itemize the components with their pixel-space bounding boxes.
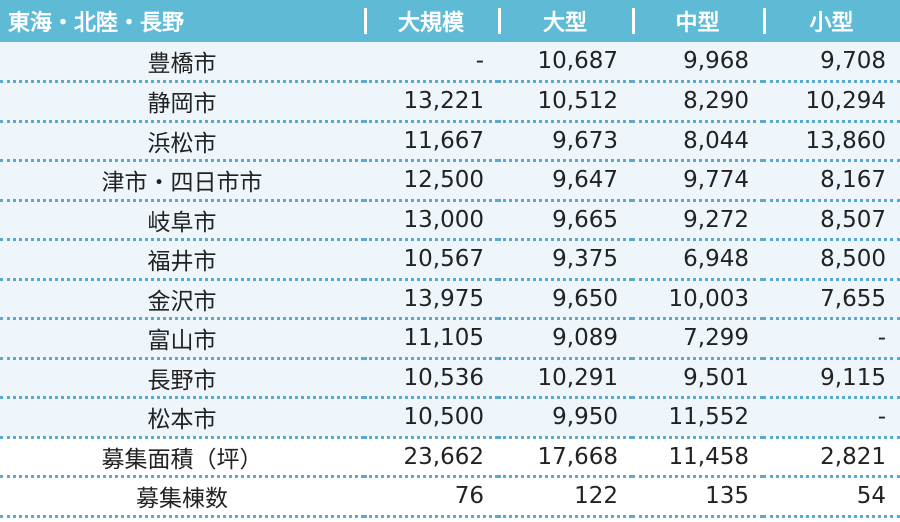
table-row: 静岡市 13,221 10,512 8,290 10,294: [0, 81, 900, 123]
cell-large: 10,687: [498, 42, 632, 83]
cell-large: 9,650: [498, 279, 632, 320]
cell-small: 9,708: [763, 42, 900, 83]
cell-small: 2,821: [763, 437, 900, 478]
row-label: 松本市: [0, 397, 364, 439]
table-row: 富山市 11,105 9,089 7,299 -: [0, 318, 900, 360]
table-row: 浜松市 11,667 9,673 8,044 13,860: [0, 121, 900, 162]
row-label: 浜松市: [0, 121, 364, 162]
cell-large-scale: 11,105: [364, 318, 498, 360]
row-label: 岐阜市: [0, 200, 364, 241]
cell-large-scale: 23,662: [364, 437, 498, 478]
cell-medium: 135: [632, 476, 763, 518]
cell-small: 8,500: [763, 239, 900, 281]
table-row: 津市・四日市市 12,500 9,647 9,774 8,167: [0, 160, 900, 202]
cell-large-scale: 13,221: [364, 81, 498, 123]
cell-large-scale: -: [364, 42, 498, 83]
cell-large: 9,089: [498, 318, 632, 360]
cell-small: 13,860: [763, 121, 900, 162]
cell-large: 10,512: [498, 81, 632, 123]
cell-large: 9,673: [498, 121, 632, 162]
cell-medium: 9,774: [632, 160, 763, 202]
cell-large: 9,665: [498, 200, 632, 241]
table-row: 福井市 10,567 9,375 6,948 8,500: [0, 239, 900, 281]
cell-large-scale: 11,667: [364, 121, 498, 162]
table-body: 豊橋市 - 10,687 9,968 9,708 静岡市 13,221 10,5…: [0, 42, 900, 518]
cell-medium: 8,044: [632, 121, 763, 162]
cell-large-scale: 10,567: [364, 239, 498, 281]
table-row: 長野市 10,536 10,291 9,501 9,115: [0, 358, 900, 399]
table-row: 豊橋市 - 10,687 9,968 9,708: [0, 42, 900, 83]
cell-small: 8,507: [763, 200, 900, 241]
cell-large-scale: 10,500: [364, 397, 498, 439]
cell-large-scale: 13,000: [364, 200, 498, 241]
row-label: 津市・四日市市: [0, 160, 364, 202]
cell-medium: 8,290: [632, 81, 763, 123]
row-label: 募集面積（坪）: [0, 437, 364, 478]
cell-large: 9,950: [498, 397, 632, 439]
table-row-building-count: 募集棟数 76 122 135 54: [0, 476, 900, 518]
table-row: 松本市 10,500 9,950 11,552 -: [0, 397, 900, 439]
cell-large: 10,291: [498, 358, 632, 399]
cell-small: 9,115: [763, 358, 900, 399]
cell-small: 10,294: [763, 81, 900, 123]
cell-large: 17,668: [498, 437, 632, 478]
row-label: 富山市: [0, 318, 364, 360]
table-header: 東海・北陸・長野 大規模 大型 中型 小型: [0, 0, 900, 42]
cell-medium: 6,948: [632, 239, 763, 281]
header-row: 東海・北陸・長野 大規模 大型 中型 小型: [0, 0, 900, 42]
cell-medium: 11,552: [632, 397, 763, 439]
row-label: 豊橋市: [0, 42, 364, 83]
cell-medium: 9,968: [632, 42, 763, 83]
row-label: 金沢市: [0, 279, 364, 320]
cell-medium: 7,299: [632, 318, 763, 360]
table-row: 岐阜市 13,000 9,665 9,272 8,507: [0, 200, 900, 241]
table-row-area-total: 募集面積（坪） 23,662 17,668 11,458 2,821: [0, 437, 900, 478]
cell-large-scale: 13,975: [364, 279, 498, 320]
cell-small: -: [763, 318, 900, 360]
row-label: 長野市: [0, 358, 364, 399]
cell-large: 9,375: [498, 239, 632, 281]
cell-medium: 9,501: [632, 358, 763, 399]
cell-small: 54: [763, 476, 900, 518]
column-header-small: 小型: [763, 0, 900, 42]
row-label: 静岡市: [0, 81, 364, 123]
cell-large-scale: 10,536: [364, 358, 498, 399]
cell-small: -: [763, 397, 900, 439]
column-header-large: 大型: [498, 0, 632, 42]
table-row: 金沢市 13,975 9,650 10,003 7,655: [0, 279, 900, 320]
cell-small: 8,167: [763, 160, 900, 202]
row-label: 募集棟数: [0, 476, 364, 518]
column-header-medium: 中型: [632, 0, 763, 42]
cell-large: 122: [498, 476, 632, 518]
cell-large-scale: 76: [364, 476, 498, 518]
cell-medium: 10,003: [632, 279, 763, 320]
row-label: 福井市: [0, 239, 364, 281]
column-header-large-scale: 大規模: [364, 0, 498, 42]
cell-medium: 9,272: [632, 200, 763, 241]
cell-medium: 11,458: [632, 437, 763, 478]
cell-large: 9,647: [498, 160, 632, 202]
cell-large-scale: 12,500: [364, 160, 498, 202]
region-heading: 東海・北陸・長野: [0, 0, 364, 42]
cell-small: 7,655: [763, 279, 900, 320]
